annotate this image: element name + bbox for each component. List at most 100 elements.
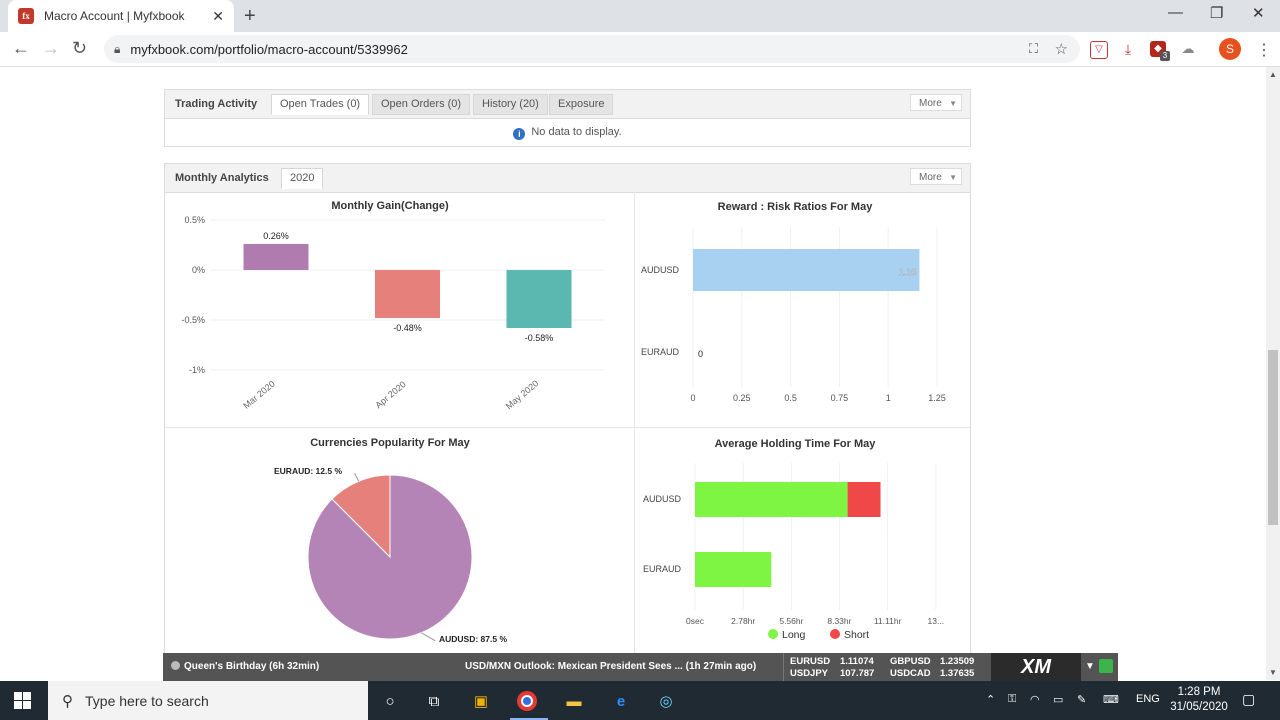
trading-activity-more-button[interactable]: More ▼ [910, 94, 962, 111]
network-icon[interactable]: ⚿ [1008, 693, 1017, 705]
x-tick-label: 0.25 [733, 393, 751, 403]
info-icon: i [513, 128, 526, 140]
taskbar-search-box[interactable]: ⚲ Type here to search [48, 681, 368, 720]
no-data-message: i No data to display. [165, 119, 970, 145]
taskbar-clock[interactable]: 1:28 PM 31/05/2020 [1168, 685, 1230, 715]
y-category-label: AUDUSD [641, 265, 680, 275]
reward-risk-chart: Reward : Risk Ratios For May 0 0.25 0.5 0.7… [635, 192, 970, 427]
bookmark-star-icon[interactable]: ☆ [1054, 41, 1068, 58]
battery-icon[interactable]: ▭ [1053, 694, 1064, 706]
x-tick-label: 11.11hr [874, 616, 902, 626]
show-hidden-icons-icon[interactable]: ⌃ [986, 694, 996, 706]
data-label: 1.16 [899, 267, 917, 277]
new-tab-icon[interactable]: + [244, 5, 256, 27]
y-tick-label: -1% [189, 365, 205, 375]
bar [693, 249, 920, 291]
holding-time-title: Average Holding Time For May [714, 438, 876, 450]
leader-line [421, 632, 436, 642]
tab-history[interactable]: History (20) [473, 94, 548, 115]
lock-icon: 🔒︎ [114, 41, 121, 56]
y-category-label: AUDUSD [643, 494, 682, 504]
x-tick-label: Mar 2020 [241, 379, 277, 411]
y-tick-label: -0.5% [181, 315, 205, 325]
more-label: More [919, 172, 942, 183]
monthly-analytics-more-button[interactable]: More ▼ [910, 168, 962, 185]
scroll-up-icon[interactable]: ▲ [1269, 70, 1277, 79]
monthly-gain-svg: 0.5% 0% -0.5% -1% 0.26% Mar 2020 -0.48% Apr 202… [181, 215, 605, 411]
quote-pair: USDJPY [790, 668, 829, 679]
vertical-divider [634, 192, 635, 653]
close-window-icon[interactable]: ✕ [1252, 5, 1265, 22]
currencies-popularity-chart: Currencies Popularity For May AUDUSD: 87… [165, 428, 634, 653]
slice-label: AUDUSD: 87.5 % [439, 634, 507, 644]
news-headline[interactable]: USD/MXN Outlook: Mexican President Sees … [465, 661, 757, 672]
myfxbook-favicon-icon: fx [18, 8, 34, 24]
file-explorer-icon[interactable]: ▬ [566, 692, 582, 710]
minimize-icon[interactable]: — [1168, 4, 1183, 21]
legend-marker [768, 629, 778, 639]
store-icon[interactable]: ▣ [473, 693, 489, 710]
translate-icon[interactable]: ⛶ [1028, 41, 1038, 56]
pocket-extension-icon[interactable]: ▽ [1090, 41, 1108, 59]
holding-time-svg: 0sec 2.78hr 5.56hr 8.33hr 11.11hr 13... AUDUSD… [643, 463, 944, 641]
x-tick-label: 0.5 [784, 393, 797, 403]
x-tick-label: 5.56hr [779, 616, 803, 626]
tab-open-orders[interactable]: Open Orders (0) [372, 94, 471, 115]
monthly-analytics-header: Monthly Analytics 2020 More ▼ [165, 164, 970, 193]
currencies-popularity-svg: AUDUSD: 87.5 % EURAUD: 12.5 % [274, 466, 507, 644]
legend-label: Long [782, 629, 806, 641]
reward-risk-svg: 0 0.25 0.5 0.75 1 1.25 AUDUSD 1.16 EURAUD 0 [641, 227, 946, 403]
chrome-icon[interactable] [517, 691, 537, 711]
pie-slice [331, 474, 391, 559]
cloud-extension-icon[interactable]: ☁ [1180, 41, 1196, 57]
leader-line [354, 473, 360, 482]
monthly-analytics-title: Monthly Analytics [175, 172, 269, 184]
tab-open-trades[interactable]: Open Trades (0) [271, 94, 370, 115]
notifications-icon[interactable]: ▢ [1242, 691, 1256, 707]
tab-exposure[interactable]: Exposure [549, 94, 614, 115]
windows-start-icon[interactable] [14, 692, 31, 709]
news-ticker-bar: Queen's Birthday (6h 32min) USD/MXN Outl… [163, 653, 1118, 681]
chevron-down-icon: ▼ [949, 173, 957, 182]
keyboard-icon[interactable]: ⌨ [1103, 694, 1119, 706]
monthly-analytics-panel: Monthly Analytics 2020 More ▼ Monthly Gai… [164, 163, 971, 653]
data-label: -0.58% [525, 333, 554, 343]
chevron-down-icon: ▼ [949, 99, 957, 108]
profile-avatar[interactable]: S [1219, 38, 1241, 60]
scroll-thumb[interactable] [1268, 350, 1278, 525]
chat-icon[interactable] [1099, 659, 1113, 673]
browser-tab[interactable]: fx Macro Account | Myfxbook ✕ [8, 0, 234, 32]
browser-menu-icon[interactable]: ⋮ [1256, 42, 1272, 59]
tab-year-2020[interactable]: 2020 [281, 168, 324, 189]
quote-value: 1.37635 [940, 668, 975, 679]
task-view-icon[interactable]: ⧉ [428, 692, 440, 710]
quote-value: 1.23509 [940, 656, 975, 667]
search-icon: ⚲ [62, 692, 73, 710]
clock-icon [171, 661, 180, 670]
slice-label: EURAUD: 12.5 % [274, 466, 342, 476]
page-scrollbar[interactable]: ▲ ▼ [1266, 67, 1280, 680]
bar-segment [695, 482, 848, 517]
edge-icon[interactable]: e [616, 692, 626, 710]
scroll-down-icon[interactable]: ▼ [1269, 668, 1277, 677]
app-icon[interactable]: ◎ [659, 693, 673, 710]
reload-icon[interactable]: ↻ [72, 38, 88, 58]
language-indicator[interactable]: ENG [1136, 693, 1160, 705]
chevron-down-icon[interactable]: ▼ [1085, 661, 1095, 672]
close-tab-icon[interactable]: ✕ [212, 8, 224, 24]
address-bar[interactable]: 🔒︎ myfxbook.com/portfolio/macro-account/… [104, 35, 1080, 63]
event-item[interactable]: Queen's Birthday (6h 32min) [171, 661, 319, 672]
back-icon[interactable]: ← [12, 38, 30, 58]
forward-icon[interactable]: → [42, 38, 60, 58]
quote-pair: EURUSD [790, 656, 831, 667]
trading-activity-header: Trading Activity Open Trades (0) Open Or… [165, 90, 970, 119]
horizontal-divider [165, 427, 970, 428]
xm-logo[interactable]: XM [991, 653, 1081, 681]
pen-icon[interactable]: ✎ [1077, 694, 1087, 706]
restore-icon[interactable]: ❐ [1210, 5, 1224, 22]
cortana-icon[interactable]: ○ [385, 692, 395, 710]
clock-date: 31/05/2020 [1170, 701, 1228, 713]
pdf-extension-icon[interactable]: ⤓ [1120, 41, 1136, 57]
wifi-icon[interactable]: ◠ [1030, 694, 1040, 706]
x-tick-label: 0 [690, 393, 695, 403]
